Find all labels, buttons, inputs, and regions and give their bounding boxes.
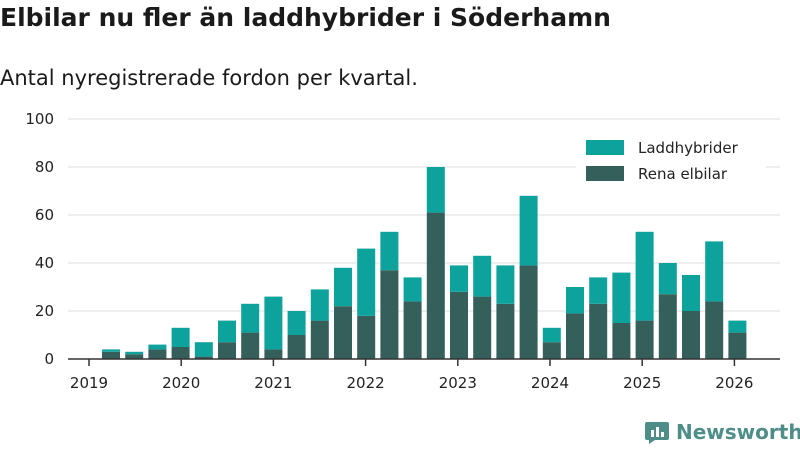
- bar-laddhybrider-15: [450, 265, 468, 292]
- bar-rena-elbilar-23: [635, 320, 654, 359]
- bar-laddhybrider-17: [496, 265, 515, 304]
- x-tick-label-2022: 2022: [347, 374, 385, 392]
- bar-rena-elbilar-2: [148, 349, 167, 359]
- bar-laddhybrider-7: [264, 296, 283, 350]
- y-tick-label-80: 80: [35, 158, 54, 176]
- bar-laddhybrider-3: [171, 327, 190, 347]
- bar-rena-elbilar-3: [171, 347, 190, 359]
- bar-rena-elbilar-11: [357, 315, 376, 359]
- bar-laddhybrider-27: [728, 320, 747, 333]
- legend: Laddhybrider Rena elbilar: [576, 132, 766, 190]
- legend-swatch-rena-elbilar: [586, 166, 624, 181]
- y-tick-label-0: 0: [44, 350, 54, 368]
- bar-laddhybrider-0: [102, 349, 120, 352]
- y-tick-label-40: 40: [35, 254, 54, 272]
- bar-laddhybrider-11: [357, 248, 376, 316]
- bar-laddhybrider-26: [705, 241, 724, 302]
- bar-rena-elbilar-7: [264, 349, 283, 359]
- bar-rena-elbilar-18: [519, 265, 538, 359]
- x-tick-label-2026: 2026: [715, 374, 753, 392]
- bar-laddhybrider-12: [380, 231, 399, 271]
- chart-title: Elbilar nu fler än laddhybrider i Söderh…: [0, 3, 611, 32]
- y-axis-labels: 0 20 40 60 80 100: [25, 110, 54, 368]
- bar-rena-elbilar-1: [125, 354, 144, 359]
- bar-rena-elbilar-24: [658, 294, 677, 359]
- x-tick-label-2024: 2024: [531, 374, 569, 392]
- bar-rena-elbilar-10: [334, 306, 352, 359]
- stacked-bar-chart: 0 20 40 60 80 100 2019 2020 2021 2022 2023 2024 202…: [25, 110, 780, 392]
- legend-label-rena-elbilar: Rena elbilar: [638, 165, 728, 183]
- bar-rena-elbilar-12: [380, 270, 399, 359]
- bar-laddhybrider-6: [241, 303, 260, 333]
- bar-rena-elbilar-9: [310, 320, 329, 359]
- bar-laddhybrider-2: [148, 344, 167, 350]
- bar-laddhybrider-24: [658, 263, 677, 295]
- brand-name: Newsworthy: [676, 420, 800, 444]
- x-tick-label-2023: 2023: [439, 374, 477, 392]
- bar-rena-elbilar-17: [496, 303, 515, 359]
- y-tick-label-60: 60: [35, 206, 54, 224]
- bar-rena-elbilar-15: [450, 291, 468, 359]
- bar-laddhybrider-23: [635, 231, 654, 321]
- bar-rena-elbilar-13: [403, 301, 422, 359]
- bar-laddhybrider-10: [334, 267, 352, 307]
- bar-laddhybrider-8: [287, 311, 306, 335]
- bars: [102, 167, 747, 359]
- bar-laddhybrider-1: [125, 351, 144, 355]
- bar-rena-elbilar-21: [589, 303, 608, 359]
- x-tick-label-2021: 2021: [254, 374, 292, 392]
- bar-rena-elbilar-0: [102, 351, 120, 359]
- x-tick-label-2025: 2025: [623, 374, 661, 392]
- bar-laddhybrider-9: [310, 289, 329, 321]
- bar-rena-elbilar-16: [473, 296, 492, 359]
- bar-laddhybrider-18: [519, 195, 538, 266]
- bar-rena-elbilar-5: [218, 342, 236, 359]
- x-tick-label-2019: 2019: [70, 374, 108, 392]
- bar-rena-elbilar-25: [682, 311, 700, 359]
- bar-laddhybrider-13: [403, 277, 422, 302]
- bar-laddhybrider-5: [218, 320, 236, 343]
- bar-rena-elbilar-14: [426, 212, 445, 359]
- bar-rena-elbilar-4: [194, 356, 213, 359]
- newsworthy-logo-icon: [645, 422, 669, 444]
- x-axis: 2019 2020 2021 2022 2023 2024 2025 2026: [68, 358, 780, 392]
- bar-rena-elbilar-27: [728, 332, 747, 359]
- bar-laddhybrider-4: [194, 342, 213, 357]
- bar-laddhybrider-21: [589, 277, 608, 304]
- bar-laddhybrider-25: [682, 275, 700, 311]
- legend-label-laddhybrider: Laddhybrider: [638, 139, 739, 157]
- bar-rena-elbilar-20: [566, 313, 584, 359]
- bar-laddhybrider-16: [473, 255, 492, 297]
- bar-laddhybrider-20: [566, 287, 584, 314]
- bar-rena-elbilar-22: [612, 323, 631, 359]
- bar-laddhybrider-22: [612, 272, 631, 323]
- chart-subtitle: Antal nyregistrerade fordon per kvartal.: [0, 66, 418, 90]
- bar-rena-elbilar-6: [241, 332, 260, 359]
- y-tick-label-20: 20: [35, 302, 54, 320]
- bar-rena-elbilar-26: [705, 301, 724, 359]
- legend-swatch-laddhybrider: [586, 140, 624, 155]
- bar-rena-elbilar-19: [542, 342, 561, 359]
- bar-laddhybrider-14: [426, 167, 445, 213]
- newsworthy-brand: Newsworthy: [644, 419, 800, 445]
- bar-laddhybrider-19: [542, 327, 561, 343]
- x-tick-label-2020: 2020: [162, 374, 200, 392]
- bar-rena-elbilar-8: [287, 335, 306, 359]
- y-tick-label-100: 100: [25, 110, 54, 128]
